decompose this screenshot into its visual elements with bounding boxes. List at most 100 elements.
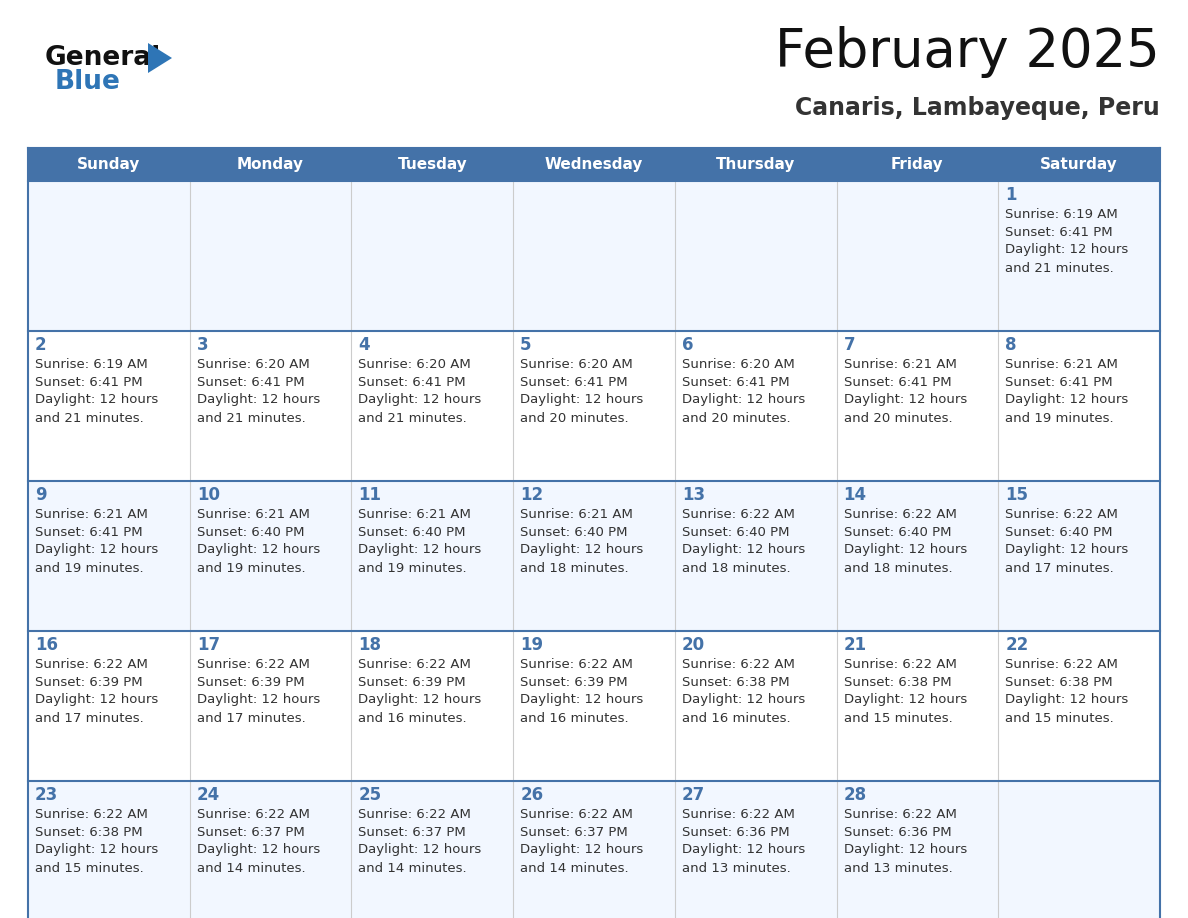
- Bar: [29, 148, 1159, 181]
- Text: Sunrise: 6:22 AM: Sunrise: 6:22 AM: [1005, 508, 1118, 521]
- Text: Sunrise: 6:22 AM: Sunrise: 6:22 AM: [682, 508, 795, 521]
- Text: and 19 minutes.: and 19 minutes.: [197, 562, 305, 575]
- Bar: [29, 181, 1159, 331]
- Text: Sunrise: 6:21 AM: Sunrise: 6:21 AM: [197, 508, 310, 521]
- Text: Sunday: Sunday: [77, 157, 140, 172]
- Text: Daylight: 12 hours: Daylight: 12 hours: [197, 844, 320, 856]
- Text: Sunrise: 6:21 AM: Sunrise: 6:21 AM: [34, 508, 147, 521]
- Text: and 13 minutes.: and 13 minutes.: [682, 861, 790, 875]
- Text: Daylight: 12 hours: Daylight: 12 hours: [520, 543, 644, 556]
- Text: Blue: Blue: [55, 69, 121, 95]
- Text: Sunset: 6:37 PM: Sunset: 6:37 PM: [520, 825, 628, 838]
- Polygon shape: [148, 43, 172, 73]
- Text: General: General: [45, 45, 162, 71]
- Text: and 21 minutes.: and 21 minutes.: [197, 411, 305, 424]
- Text: 1: 1: [1005, 186, 1017, 204]
- Text: 14: 14: [843, 486, 867, 504]
- Text: Sunset: 6:41 PM: Sunset: 6:41 PM: [520, 375, 627, 388]
- Text: Sunrise: 6:20 AM: Sunrise: 6:20 AM: [197, 357, 309, 371]
- Text: and 17 minutes.: and 17 minutes.: [197, 711, 305, 724]
- Bar: [29, 331, 1159, 481]
- Text: and 19 minutes.: and 19 minutes.: [1005, 411, 1114, 424]
- Text: 21: 21: [843, 636, 867, 654]
- Text: 24: 24: [197, 786, 220, 804]
- Bar: [29, 631, 1159, 781]
- Text: and 16 minutes.: and 16 minutes.: [682, 711, 790, 724]
- Text: and 17 minutes.: and 17 minutes.: [34, 711, 144, 724]
- Text: and 21 minutes.: and 21 minutes.: [34, 411, 144, 424]
- Text: Daylight: 12 hours: Daylight: 12 hours: [682, 693, 805, 707]
- Text: Sunset: 6:41 PM: Sunset: 6:41 PM: [34, 525, 143, 539]
- Text: Sunset: 6:38 PM: Sunset: 6:38 PM: [682, 676, 790, 688]
- Text: Daylight: 12 hours: Daylight: 12 hours: [682, 844, 805, 856]
- Text: and 15 minutes.: and 15 minutes.: [843, 711, 953, 724]
- Text: Sunset: 6:39 PM: Sunset: 6:39 PM: [34, 676, 143, 688]
- Text: 8: 8: [1005, 336, 1017, 354]
- Text: and 16 minutes.: and 16 minutes.: [520, 711, 628, 724]
- Text: Daylight: 12 hours: Daylight: 12 hours: [359, 543, 481, 556]
- Text: 9: 9: [34, 486, 46, 504]
- Text: Sunset: 6:38 PM: Sunset: 6:38 PM: [34, 825, 143, 838]
- Text: 27: 27: [682, 786, 706, 804]
- Text: Sunrise: 6:21 AM: Sunrise: 6:21 AM: [520, 508, 633, 521]
- Text: Sunset: 6:40 PM: Sunset: 6:40 PM: [843, 525, 952, 539]
- Text: Daylight: 12 hours: Daylight: 12 hours: [843, 394, 967, 407]
- Text: Daylight: 12 hours: Daylight: 12 hours: [1005, 693, 1129, 707]
- Text: Daylight: 12 hours: Daylight: 12 hours: [843, 844, 967, 856]
- Text: 26: 26: [520, 786, 543, 804]
- Text: Daylight: 12 hours: Daylight: 12 hours: [197, 543, 320, 556]
- Text: Tuesday: Tuesday: [398, 157, 467, 172]
- Text: Sunrise: 6:19 AM: Sunrise: 6:19 AM: [34, 357, 147, 371]
- Text: 16: 16: [34, 636, 58, 654]
- Text: 23: 23: [34, 786, 58, 804]
- Text: Daylight: 12 hours: Daylight: 12 hours: [197, 693, 320, 707]
- Text: and 18 minutes.: and 18 minutes.: [843, 562, 953, 575]
- Bar: [29, 481, 1159, 631]
- Text: Daylight: 12 hours: Daylight: 12 hours: [520, 844, 644, 856]
- Text: and 15 minutes.: and 15 minutes.: [34, 861, 144, 875]
- Text: Daylight: 12 hours: Daylight: 12 hours: [34, 693, 158, 707]
- Text: Sunrise: 6:21 AM: Sunrise: 6:21 AM: [843, 357, 956, 371]
- Text: Sunrise: 6:22 AM: Sunrise: 6:22 AM: [197, 657, 310, 670]
- Text: Sunrise: 6:20 AM: Sunrise: 6:20 AM: [682, 357, 795, 371]
- Text: Sunset: 6:40 PM: Sunset: 6:40 PM: [197, 525, 304, 539]
- Text: and 20 minutes.: and 20 minutes.: [682, 411, 790, 424]
- Text: Sunset: 6:41 PM: Sunset: 6:41 PM: [197, 375, 304, 388]
- Text: 22: 22: [1005, 636, 1029, 654]
- Text: 18: 18: [359, 636, 381, 654]
- Text: Daylight: 12 hours: Daylight: 12 hours: [682, 394, 805, 407]
- Text: Sunrise: 6:21 AM: Sunrise: 6:21 AM: [1005, 357, 1118, 371]
- Text: Sunrise: 6:22 AM: Sunrise: 6:22 AM: [682, 808, 795, 821]
- Text: Daylight: 12 hours: Daylight: 12 hours: [359, 394, 481, 407]
- Text: 5: 5: [520, 336, 532, 354]
- Text: Sunset: 6:41 PM: Sunset: 6:41 PM: [843, 375, 952, 388]
- Text: Daylight: 12 hours: Daylight: 12 hours: [197, 394, 320, 407]
- Text: and 19 minutes.: and 19 minutes.: [359, 562, 467, 575]
- Text: 28: 28: [843, 786, 867, 804]
- Text: Sunset: 6:40 PM: Sunset: 6:40 PM: [359, 525, 466, 539]
- Text: Friday: Friday: [891, 157, 943, 172]
- Text: and 21 minutes.: and 21 minutes.: [1005, 262, 1114, 274]
- Text: Sunset: 6:41 PM: Sunset: 6:41 PM: [682, 375, 790, 388]
- Text: Sunrise: 6:22 AM: Sunrise: 6:22 AM: [197, 808, 310, 821]
- Text: Sunset: 6:40 PM: Sunset: 6:40 PM: [682, 525, 789, 539]
- Text: Sunset: 6:37 PM: Sunset: 6:37 PM: [197, 825, 304, 838]
- Text: Sunset: 6:36 PM: Sunset: 6:36 PM: [843, 825, 952, 838]
- Text: 25: 25: [359, 786, 381, 804]
- Text: Wednesday: Wednesday: [545, 157, 643, 172]
- Text: Sunset: 6:40 PM: Sunset: 6:40 PM: [520, 525, 627, 539]
- Text: Daylight: 12 hours: Daylight: 12 hours: [1005, 243, 1129, 256]
- Text: Daylight: 12 hours: Daylight: 12 hours: [843, 543, 967, 556]
- Text: 11: 11: [359, 486, 381, 504]
- Text: Sunrise: 6:19 AM: Sunrise: 6:19 AM: [1005, 207, 1118, 220]
- Text: Daylight: 12 hours: Daylight: 12 hours: [34, 543, 158, 556]
- Text: Sunset: 6:41 PM: Sunset: 6:41 PM: [359, 375, 466, 388]
- Text: Sunrise: 6:22 AM: Sunrise: 6:22 AM: [843, 808, 956, 821]
- Text: and 14 minutes.: and 14 minutes.: [359, 861, 467, 875]
- Text: 4: 4: [359, 336, 369, 354]
- Text: February 2025: February 2025: [776, 26, 1159, 78]
- Text: Sunrise: 6:22 AM: Sunrise: 6:22 AM: [520, 808, 633, 821]
- Text: Sunset: 6:37 PM: Sunset: 6:37 PM: [359, 825, 466, 838]
- Text: Sunrise: 6:22 AM: Sunrise: 6:22 AM: [34, 657, 147, 670]
- Text: and 15 minutes.: and 15 minutes.: [1005, 711, 1114, 724]
